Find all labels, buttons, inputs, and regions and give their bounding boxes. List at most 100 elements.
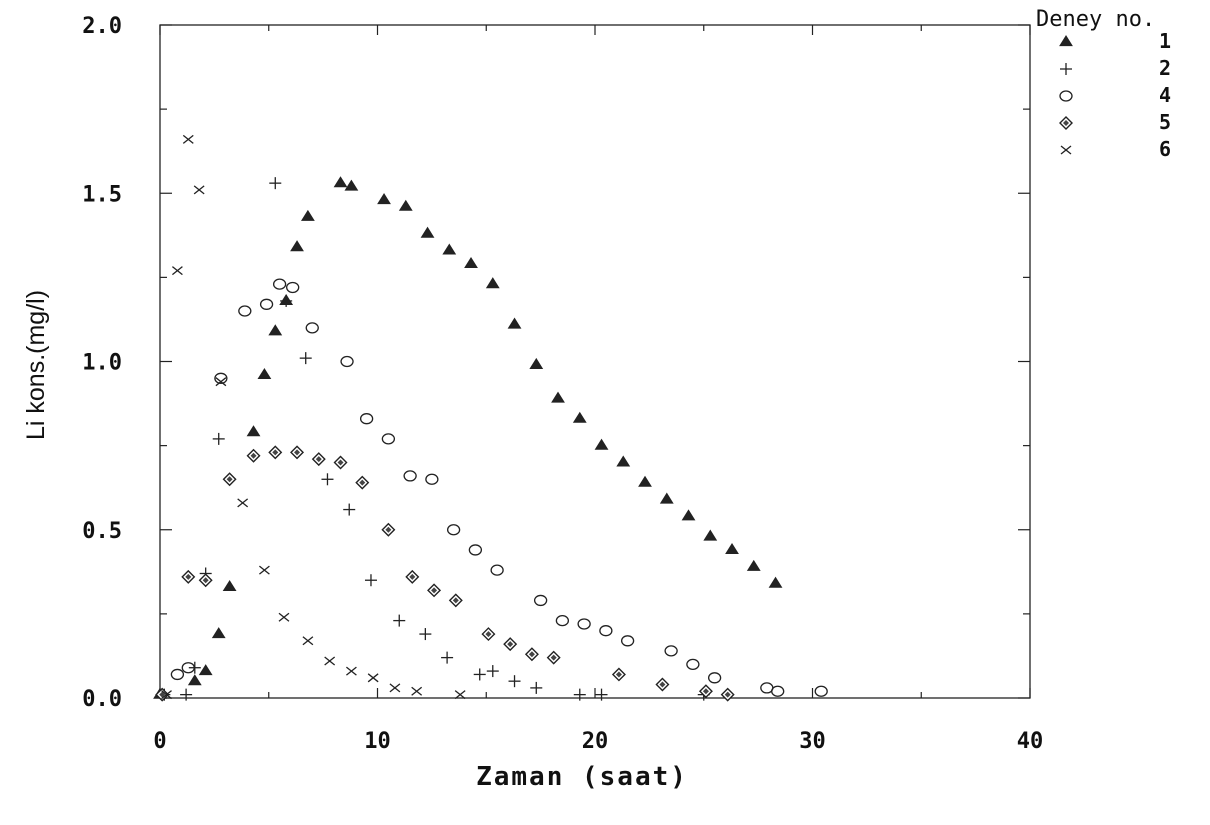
legend: Deney no. 1 2 4 5 6 (1036, 7, 1171, 161)
data-point-series-4 (238, 305, 252, 317)
data-point-series-1 (333, 176, 348, 188)
data-point-series-6 (161, 690, 172, 700)
data-point-series-1 (420, 226, 435, 238)
legend-marker-5 (1059, 116, 1073, 130)
data-point-series-1 (442, 243, 457, 255)
data-point-series-6 (182, 134, 194, 144)
legend-label-5: 5 (1159, 110, 1171, 134)
data-point-series-4 (686, 658, 700, 670)
data-point-series-1 (768, 576, 783, 588)
y-tick-label: 0.0 (82, 687, 122, 712)
data-point-series-4 (771, 685, 785, 697)
data-point-series-2 (530, 681, 543, 694)
data-point-series-6 (389, 683, 401, 693)
data-point-series-1 (725, 542, 739, 555)
legend-marker-2 (1060, 63, 1072, 75)
data-point-series-4 (381, 433, 396, 445)
data-point-series-5 (720, 687, 735, 702)
data-point-series-6 (411, 686, 423, 696)
data-point-series-6 (324, 656, 336, 666)
data-point-series-1 (464, 256, 478, 269)
plot-frame (159, 24, 1031, 699)
data-point-series-4 (214, 372, 228, 384)
data-point-series-4 (664, 645, 678, 657)
data-point-series-5 (268, 445, 283, 460)
data-point-series-4 (555, 614, 570, 627)
data-point-series-4 (577, 618, 591, 630)
y-tick-label: 0.5 (82, 519, 122, 544)
data-point-series-1 (572, 411, 587, 423)
x-tick-labels: 0 10 20 30 40 (153, 729, 1043, 754)
series-2 (158, 177, 710, 701)
data-point-series-1 (529, 357, 544, 369)
data-point-series-6 (302, 636, 314, 646)
data-point-series-2 (573, 688, 586, 701)
data-point-series-5 (355, 475, 370, 490)
data-point-series-4 (305, 322, 319, 334)
legend-marker-1 (1059, 35, 1073, 47)
data-point-series-1 (187, 674, 202, 686)
data-point-series-5 (524, 647, 539, 662)
data-point-series-5 (611, 667, 626, 682)
data-point-series-5 (311, 452, 326, 467)
data-point-series-6 (171, 266, 183, 276)
x-tick-label: 0 (153, 729, 166, 754)
x-tick-label: 30 (799, 729, 826, 754)
data-point-series-2 (343, 503, 356, 516)
data-point-series-4 (707, 672, 722, 684)
data-point-series-4 (272, 278, 287, 290)
data-point-series-5 (333, 455, 348, 470)
data-point-series-2 (269, 177, 282, 190)
data-point-series-5 (448, 593, 463, 608)
data-point-series-5 (427, 583, 442, 598)
legend-label-2: 2 (1159, 56, 1171, 80)
data-point-series-1 (507, 317, 522, 329)
data-point-series-1 (638, 475, 652, 487)
legend-marker-4 (1059, 90, 1073, 102)
data-point-series-4 (170, 668, 185, 681)
data-point-series-6 (258, 565, 270, 575)
data-point-series-4 (760, 682, 774, 694)
data-point-series-1 (300, 209, 315, 221)
legend-label-1: 1 (1159, 29, 1171, 53)
data-point-series-1 (211, 627, 226, 639)
data-point-series-5 (381, 522, 396, 537)
data-point-series-5 (481, 627, 496, 642)
data-point-series-2 (321, 473, 334, 486)
legend-label-4: 4 (1159, 83, 1171, 107)
data-point-series-1 (222, 580, 237, 592)
data-point-series-4 (468, 544, 483, 556)
data-point-series-4 (425, 473, 439, 485)
data-point-series-4 (359, 413, 374, 425)
data-point-series-1 (398, 199, 413, 211)
x-tick-label: 10 (364, 729, 391, 754)
data-point-series-2 (280, 294, 293, 307)
data-point-series-6 (454, 690, 466, 700)
data-point-series-4 (286, 281, 300, 294)
data-point-series-5 (290, 445, 305, 460)
data-point-series-1 (616, 455, 631, 467)
data-point-series-6 (278, 612, 290, 622)
data-point-series-1 (290, 240, 304, 252)
legend-label-6: 6 (1159, 137, 1171, 161)
data-point-series-5 (198, 573, 213, 588)
axis-ticks (159, 24, 1031, 699)
data-point-series-5 (655, 677, 670, 692)
series-5 (155, 445, 735, 702)
y-tick-label: 1.5 (82, 182, 122, 207)
data-point-series-2 (441, 651, 454, 664)
data-point-series-1 (344, 179, 359, 191)
data-point-series-1 (198, 664, 213, 676)
data-point-series-1 (746, 559, 761, 571)
y-tick-labels: 0.0 0.5 1.0 1.5 2.0 (82, 14, 122, 712)
y-axis-title: Li kons.(mg/l) (22, 290, 50, 440)
data-point-series-5 (181, 569, 196, 584)
data-point-series-1 (594, 438, 609, 450)
data-point-series-6 (367, 673, 379, 683)
series-4 (170, 278, 828, 697)
x-tick-label: 40 (1017, 729, 1044, 754)
data-point-series-1 (257, 368, 272, 380)
legend-marker-6 (1060, 145, 1072, 155)
data-point-series-2 (419, 628, 432, 641)
data-point-series-5 (503, 637, 518, 652)
